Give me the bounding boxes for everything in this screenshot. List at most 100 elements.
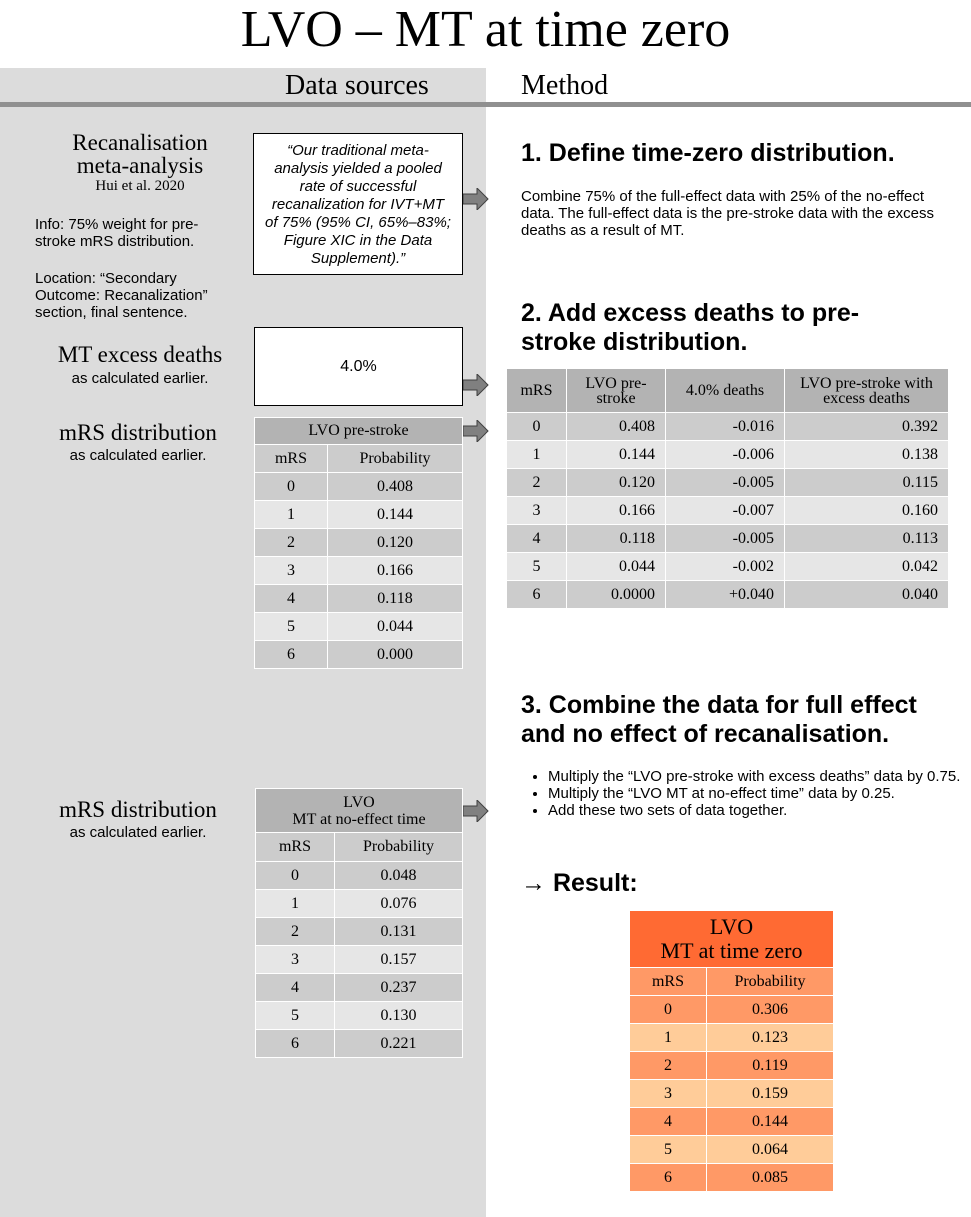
table-cell: 0.120 xyxy=(327,528,463,557)
table-cell: 0.118 xyxy=(327,584,463,613)
table-row: 1 0.144 -0.006 0.138 xyxy=(506,440,949,469)
table-row: 5 0.130 xyxy=(255,1001,463,1030)
table-cell: 0.144 xyxy=(566,440,666,469)
table-cell: 1 xyxy=(506,440,567,469)
table-row: 5 0.044 xyxy=(254,612,463,641)
caption-line2: MT at no-effect time xyxy=(292,810,426,828)
excess-title: MT excess deaths xyxy=(57,342,223,367)
table-cell: 1 xyxy=(255,889,335,918)
step1-heading: 1. Define time-zero distribution. xyxy=(521,139,895,167)
table-caption: LVO pre-stroke xyxy=(254,417,463,445)
table-cell: 0.408 xyxy=(327,472,463,501)
table-cell: -0.016 xyxy=(665,412,785,441)
table-row: 5 0.044 -0.002 0.042 xyxy=(506,552,949,581)
data-sources-header: Data sources xyxy=(285,70,429,101)
arrow-right-icon xyxy=(463,188,489,210)
table-cell: 3 xyxy=(629,1079,707,1108)
table-cell: 4 xyxy=(255,973,335,1002)
mrs1-title: mRS distribution xyxy=(59,420,217,445)
col-header-probability: Probability xyxy=(334,832,463,862)
table-cell: 5 xyxy=(255,1001,335,1030)
table-cell: 0.048 xyxy=(334,861,463,890)
table-cell: -0.007 xyxy=(665,496,785,525)
step3-bullets: Multiply the “LVO pre-stroke with excess… xyxy=(521,768,968,819)
table-cell: 3 xyxy=(506,496,567,525)
table-cell: 0.166 xyxy=(566,496,666,525)
table-cell: 0.042 xyxy=(784,552,949,581)
table-cell: 0.113 xyxy=(784,524,949,553)
excess-subtitle: as calculated earlier. xyxy=(71,370,209,387)
page-title: LVO – MT at time zero xyxy=(240,1,731,58)
table-cell: 3 xyxy=(255,945,335,974)
col-header-deaths: 4.0% deaths xyxy=(665,368,785,413)
table-cell: 2 xyxy=(254,528,328,557)
table-cell: 0.0000 xyxy=(566,580,666,609)
table-cell: 0 xyxy=(255,861,335,890)
caption-line1: LVO xyxy=(709,914,754,939)
table-cell: 0.076 xyxy=(334,889,463,918)
recan-citation: Hui et al. 2020 xyxy=(95,178,185,194)
table-row: 3 0.159 xyxy=(629,1079,834,1108)
table-cell: 4 xyxy=(629,1107,707,1136)
table-cell: 6 xyxy=(254,640,328,669)
table-row: 6 0.085 xyxy=(629,1163,834,1192)
table-cell: 0.157 xyxy=(334,945,463,974)
table-cell: 0.221 xyxy=(334,1029,463,1058)
step1-text: Combine 75% of the full-effect data with… xyxy=(521,188,935,239)
table-cell: 0.306 xyxy=(706,995,834,1024)
table-row: 5 0.064 xyxy=(629,1135,834,1164)
table-cell: 0.130 xyxy=(334,1001,463,1030)
table-row: 6 0.221 xyxy=(255,1029,463,1058)
table-cell: -0.005 xyxy=(665,524,785,553)
recan-title-line1: Recanalisation xyxy=(72,130,208,155)
excess-deaths-table: mRS LVO pre-stroke 4.0% deaths LVO pre-s… xyxy=(506,368,949,609)
table-row: 3 0.166 xyxy=(254,556,463,585)
recan-quote-box: “Our traditional meta-analysis yielded a… xyxy=(253,133,463,275)
mrs2-title: mRS distribution xyxy=(59,797,217,822)
table-cell: 0.159 xyxy=(706,1079,834,1108)
table-cell: 2 xyxy=(255,917,335,946)
col-header-mrs: mRS xyxy=(255,832,335,862)
excess-value-box: 4.0% xyxy=(254,327,463,406)
table-cell: 0.115 xyxy=(784,468,949,497)
table-row: 2 0.131 xyxy=(255,917,463,946)
step2-heading: 2. Add excess deaths to pre- stroke dist… xyxy=(521,299,961,357)
table-cell: 0.120 xyxy=(566,468,666,497)
table-cell: 0.064 xyxy=(706,1135,834,1164)
table-cell: 2 xyxy=(506,468,567,497)
table-row: 1 0.144 xyxy=(254,500,463,529)
table-row: 2 0.120 xyxy=(254,528,463,557)
table-cell: 0.000 xyxy=(327,640,463,669)
table-caption: LVO MT at no-effect time xyxy=(255,788,463,833)
table-cell: 1 xyxy=(254,500,328,529)
table-cell: 0.237 xyxy=(334,973,463,1002)
table-cell: -0.006 xyxy=(665,440,785,469)
list-item: Multiply the “LVO pre-stroke with excess… xyxy=(548,768,968,785)
lvo-prestroke-table: LVO pre-stroke mRS Probability 0 0.408 1 0.… xyxy=(254,417,463,669)
col-header-probability: Probability xyxy=(706,967,834,996)
recan-location: Location: “Secondary Outcome: Recanaliza… xyxy=(35,270,208,321)
mrs1-subtitle: as calculated earlier. xyxy=(69,447,207,464)
table-cell: 4 xyxy=(506,524,567,553)
table-row: 6 0.0000 +0.040 0.040 xyxy=(506,580,949,609)
col-header-lvo-prestroke: LVO pre-stroke xyxy=(566,368,666,413)
table-cell: 4 xyxy=(254,584,328,613)
table-row: 4 0.118 -0.005 0.113 xyxy=(506,524,949,553)
recan-info: Info: 75% weight for pre-stroke mRS dist… xyxy=(35,216,199,250)
table-cell: 0.040 xyxy=(784,580,949,609)
table-cell: 2 xyxy=(629,1051,707,1080)
table-row: 3 0.166 -0.007 0.160 xyxy=(506,496,949,525)
table-row: 0 0.048 xyxy=(255,861,463,890)
caption-line2: MT at time zero xyxy=(660,938,803,963)
table-cell: 0.166 xyxy=(327,556,463,585)
table-cell: -0.005 xyxy=(665,468,785,497)
table-row: 1 0.076 xyxy=(255,889,463,918)
table-row: 4 0.144 xyxy=(629,1107,834,1136)
arrow-right-icon xyxy=(463,374,489,396)
table-cell: 5 xyxy=(506,552,567,581)
method-header: Method xyxy=(521,70,609,101)
table-row: 2 0.120 -0.005 0.115 xyxy=(506,468,949,497)
table-cell: 0.044 xyxy=(327,612,463,641)
recan-title-line2: meta-analysis xyxy=(76,153,204,178)
table-row: 0 0.408 xyxy=(254,472,463,501)
